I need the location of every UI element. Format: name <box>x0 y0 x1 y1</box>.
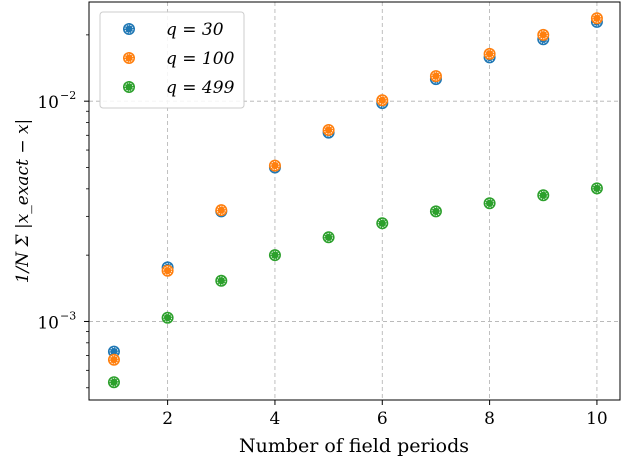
data-point-ring <box>109 377 119 387</box>
x-tick-label: 4 <box>270 409 281 429</box>
data-point-ring <box>592 183 602 193</box>
data-point-ring <box>270 250 280 260</box>
data-point-ring <box>163 313 173 323</box>
data-point-ring <box>216 205 226 215</box>
data-point-ring <box>431 206 441 216</box>
data-point-ring <box>377 218 387 228</box>
legend-marker-ring <box>124 82 134 92</box>
data-point-ring <box>163 266 173 276</box>
plot-frame <box>88 1 621 401</box>
y-tick-label: 10 <box>37 93 59 113</box>
data-point-ring <box>538 30 548 40</box>
x-tick-label: 8 <box>484 409 495 429</box>
y-tick-exponent: −3 <box>60 309 76 322</box>
data-point-ring <box>324 232 334 242</box>
data-point-ring <box>324 125 334 135</box>
legend-box <box>99 11 245 109</box>
legend-label: q = 30 <box>166 20 224 40</box>
y-tick-exponent: −2 <box>60 89 76 102</box>
legend: q = 30 q = 100 q = 499 <box>99 11 245 109</box>
legend-label: q = 100 <box>166 49 235 69</box>
legend-label: q = 499 <box>166 78 235 98</box>
y-tick-label: 10 <box>37 313 59 333</box>
data-point-ring <box>485 49 494 59</box>
data-point-ring <box>538 190 548 200</box>
legend-marker-ring <box>124 53 134 63</box>
legend-marker-ring <box>124 24 134 34</box>
data-points <box>107 12 603 389</box>
data-point-ring <box>431 71 441 81</box>
data-point-ring <box>109 355 119 365</box>
grid <box>89 2 620 400</box>
x-tick-label: 10 <box>586 409 608 429</box>
data-point-ring <box>592 13 602 23</box>
data-point-ring <box>377 95 387 105</box>
data-point-ring <box>216 276 226 286</box>
x-tick-label: 6 <box>377 409 388 429</box>
x-tick-label: 2 <box>162 409 173 429</box>
data-point-ring <box>270 161 280 170</box>
x-axis-label: Number of field periods <box>239 435 469 457</box>
y-axis-label: 1/N Σ |x_exact − x| <box>13 119 33 284</box>
data-point-ring <box>485 198 494 208</box>
